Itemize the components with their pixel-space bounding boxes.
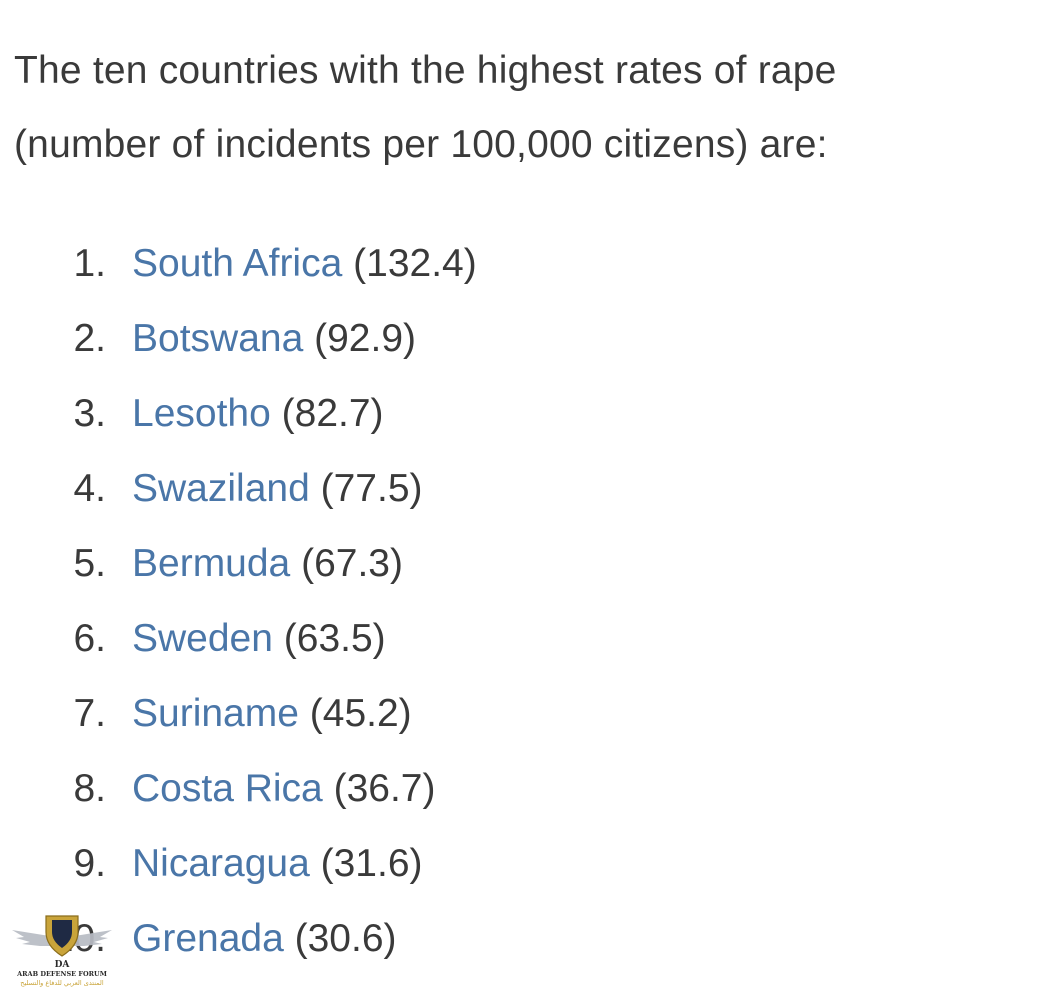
watermark-monogram: DA xyxy=(55,960,71,970)
rate-value: (82.7) xyxy=(281,392,384,435)
list-item-number: 8. xyxy=(73,767,106,810)
intro-paragraph: The ten countries with the highest rates… xyxy=(14,34,1039,182)
rate-value: (30.6) xyxy=(294,917,397,960)
rate-value: (132.4) xyxy=(353,242,477,285)
country-link-swaziland[interactable]: Swaziland xyxy=(132,467,310,510)
rate-value: (77.5) xyxy=(320,467,423,510)
rate-value: (63.5) xyxy=(283,617,386,660)
watermark-subtitle: المنتدى العربي للدفاع والتسليح xyxy=(20,979,104,987)
rate-value: (31.6) xyxy=(320,842,423,885)
intro-line-2: (number of incidents per 100,000 citizen… xyxy=(14,123,828,166)
country-link-bermuda[interactable]: Bermuda xyxy=(132,542,291,585)
rate-value: (36.7) xyxy=(333,767,436,810)
intro-line-1: The ten countries with the highest rates… xyxy=(14,49,837,92)
country-link-grenada[interactable]: Grenada xyxy=(132,917,284,960)
watermark-title: ARAB DEFENSE FORUM xyxy=(16,970,107,978)
rate-value: (92.9) xyxy=(314,317,417,360)
country-link-nicaragua[interactable]: Nicaragua xyxy=(132,842,310,885)
rate-value: (45.2) xyxy=(309,692,412,735)
list-item-number: 9. xyxy=(73,842,106,885)
list-item-number: 4. xyxy=(73,467,106,510)
list-item-number: 3. xyxy=(73,392,106,435)
arab-defense-forum-logo: DA ARAB DEFENSE FORUM المنتدى العربي للد… xyxy=(12,915,112,987)
list-item-number: 5. xyxy=(73,542,106,585)
rate-value: (67.3) xyxy=(301,542,403,585)
list-item-number: 7. xyxy=(73,692,106,735)
country-link-south-africa[interactable]: South Africa xyxy=(132,242,343,285)
list-item-number: 6. xyxy=(73,617,106,660)
country-link-costa-rica[interactable]: Costa Rica xyxy=(132,767,323,810)
list-item-number: 2. xyxy=(73,317,106,360)
country-link-suriname[interactable]: Suriname xyxy=(132,692,299,735)
country-link-botswana[interactable]: Botswana xyxy=(132,317,304,360)
list-item-number: 1. xyxy=(73,242,106,285)
country-link-sweden[interactable]: Sweden xyxy=(132,617,273,660)
country-link-lesotho[interactable]: Lesotho xyxy=(132,392,271,435)
